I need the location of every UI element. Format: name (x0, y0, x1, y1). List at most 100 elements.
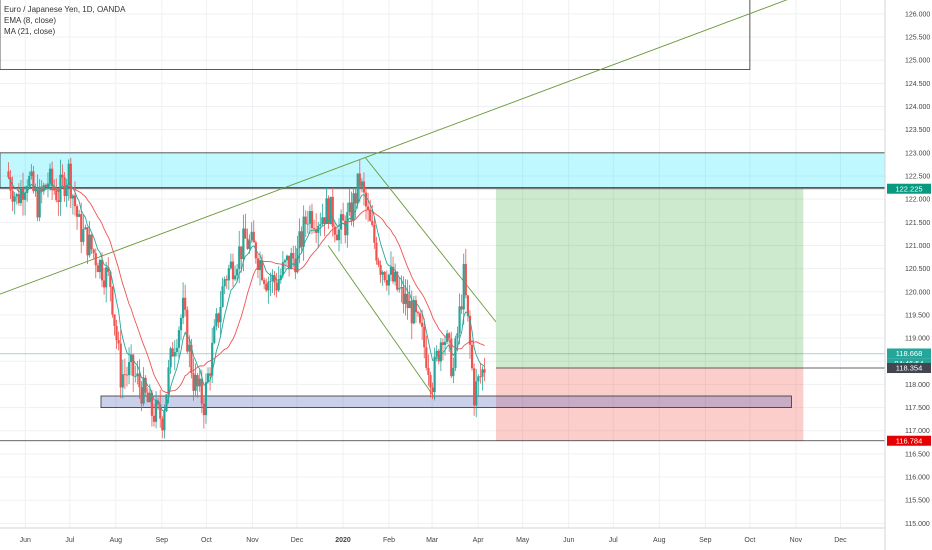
candle-body (186, 309, 189, 352)
candle-body (75, 206, 79, 217)
candle-body (327, 198, 330, 225)
candle-body (304, 216, 307, 225)
x-tick-label: Feb (383, 537, 395, 544)
candle-body (333, 226, 336, 235)
x-tick-label: Oct (744, 537, 755, 544)
candle-body (285, 255, 289, 261)
x-tick-label: Nov (246, 537, 259, 544)
candle-body (23, 192, 27, 200)
candle-body (475, 381, 478, 406)
price-badge-label: 122.225 (895, 184, 922, 193)
candle-body (244, 228, 247, 239)
candle-body (175, 347, 178, 353)
candle-body (248, 240, 251, 249)
candle-body (217, 313, 220, 323)
legend-ma: MA (21, close) (4, 27, 56, 36)
candle-body (473, 368, 476, 406)
candle-body (30, 171, 33, 176)
x-tick-label: 2020 (335, 537, 351, 544)
channel-lower-line (327, 245, 436, 399)
y-tick-label: 122.500 (905, 174, 930, 181)
y-tick-label: 115.000 (905, 521, 930, 528)
candle-body (427, 367, 430, 375)
candle-body (194, 375, 197, 391)
candle-body (233, 275, 237, 280)
price-badge-label: 116.784 (896, 436, 923, 445)
candle-body (165, 394, 168, 412)
candle-body (416, 312, 420, 314)
candle-body (335, 234, 339, 241)
candle-body (209, 373, 212, 376)
candle-body (437, 350, 440, 362)
candle-body (169, 348, 172, 368)
x-tick-label: Mar (426, 537, 439, 544)
candle-body (63, 177, 66, 197)
candle-body (398, 288, 401, 290)
candle-body (11, 190, 14, 202)
candle-body (98, 259, 102, 273)
candle-body (132, 354, 135, 377)
x-tick-label: Dec (291, 537, 304, 544)
candle-body (144, 377, 147, 393)
candle-body (312, 228, 316, 230)
x-tick-label: Jul (609, 537, 618, 544)
upper-box (0, 0, 751, 70)
candle-body (173, 352, 176, 357)
candle-body (306, 223, 309, 225)
candle-body (82, 229, 85, 242)
candle-body (152, 415, 156, 422)
candle-body (192, 373, 195, 391)
candle-body (127, 362, 131, 376)
candle-body (250, 231, 253, 241)
candle-body (265, 283, 268, 291)
x-tick-label: Dec (834, 537, 847, 544)
candle-body (48, 168, 52, 184)
candle-body (283, 260, 287, 263)
candle-body (464, 263, 467, 296)
x-tick-label: Jul (65, 537, 74, 544)
candle-body (28, 175, 31, 187)
candle-body (36, 189, 39, 218)
candle-body (107, 267, 110, 272)
candle-body (102, 280, 106, 288)
candle-body (138, 373, 141, 388)
candle-body (421, 322, 424, 327)
x-tick-label: Oct (201, 537, 212, 544)
candle-body (40, 186, 43, 192)
candle-body (15, 194, 18, 197)
candle-body (379, 264, 382, 275)
candle-body (373, 225, 376, 243)
candle-body (479, 376, 482, 378)
candle-body (466, 295, 469, 316)
candle-body (418, 313, 422, 323)
y-tick-label: 123.000 (905, 150, 930, 157)
candle-body (435, 350, 438, 357)
candle-body (300, 231, 303, 247)
candle-body (344, 220, 347, 236)
candle-body (362, 181, 366, 193)
candle-body (242, 228, 245, 260)
candle-body (385, 280, 388, 286)
ema-8-line (8, 176, 485, 412)
stop-zone (495, 368, 804, 441)
candle-body (321, 217, 324, 225)
candle-body (32, 171, 35, 192)
candle-body (181, 297, 185, 318)
candle-body (352, 193, 355, 221)
candle-body (161, 418, 164, 431)
candle-body (462, 263, 465, 310)
candle-body (188, 344, 191, 352)
candle-body (26, 186, 29, 193)
candle-body (356, 173, 359, 204)
candle-body (227, 268, 230, 281)
candle-body (288, 255, 291, 270)
candle-body (148, 392, 151, 403)
candle-body (34, 189, 37, 192)
candle-body (256, 258, 260, 271)
x-tick-label: Sep (699, 537, 712, 544)
candle-body (387, 274, 390, 286)
target-zone (495, 188, 804, 369)
candle-body (179, 317, 183, 331)
candle-body (477, 376, 480, 382)
